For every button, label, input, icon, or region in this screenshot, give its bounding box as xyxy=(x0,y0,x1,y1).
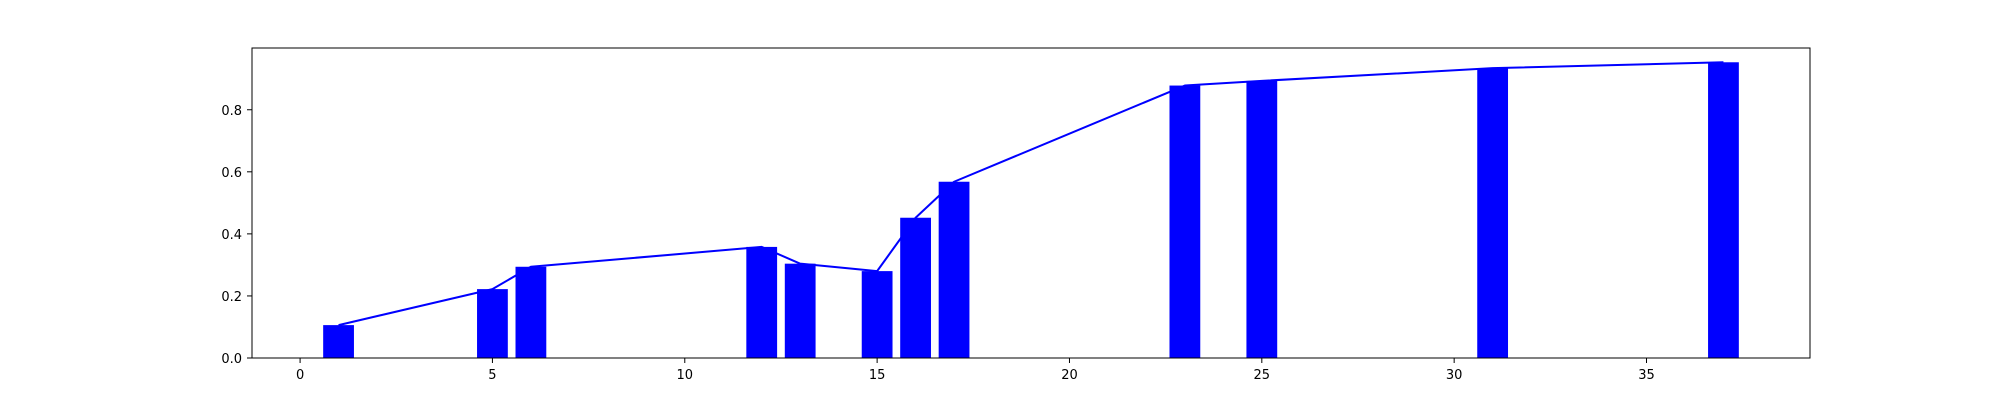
bars-layer xyxy=(323,62,1739,359)
series-line xyxy=(338,61,1724,327)
x-ticks-layer: 0 5 10 15 20 25 30 35 xyxy=(296,358,1655,383)
x-tick-label: 0 xyxy=(296,368,304,383)
y-tick-label: 0.4 xyxy=(221,228,242,243)
axes-layer xyxy=(251,47,1811,359)
y-ticks-layer: 0.0 0.2 0.4 0.6 0.8 xyxy=(221,104,252,367)
bar-16 xyxy=(900,217,931,358)
x-tick-label: 25 xyxy=(1254,368,1271,383)
bar-12 xyxy=(746,246,778,358)
y-tick-label: 0.8 xyxy=(221,104,242,119)
bar-25 xyxy=(1246,80,1278,358)
y-tick-label: 0.0 xyxy=(221,352,242,367)
bar-23 xyxy=(1169,85,1201,359)
x-tick-label: 10 xyxy=(677,368,694,383)
bar-6 xyxy=(515,266,547,358)
y-tick-label: 0.2 xyxy=(221,290,242,305)
x-tick-label: 30 xyxy=(1446,368,1463,383)
bar-37 xyxy=(1708,62,1739,359)
x-tick-label: 15 xyxy=(869,368,886,383)
y-tick-label: 0.6 xyxy=(221,166,242,181)
bar-1 xyxy=(323,325,354,358)
bar-5 xyxy=(477,289,508,358)
x-tick-label: 35 xyxy=(1638,368,1655,383)
bar-15 xyxy=(861,271,893,358)
bar-13 xyxy=(784,263,816,358)
bar-31 xyxy=(1477,68,1509,359)
x-tick-label: 5 xyxy=(488,368,496,383)
plot-frame xyxy=(251,47,1811,359)
bar-17 xyxy=(938,181,970,358)
x-tick-label: 20 xyxy=(1061,368,1078,383)
line-layer xyxy=(338,61,1724,327)
